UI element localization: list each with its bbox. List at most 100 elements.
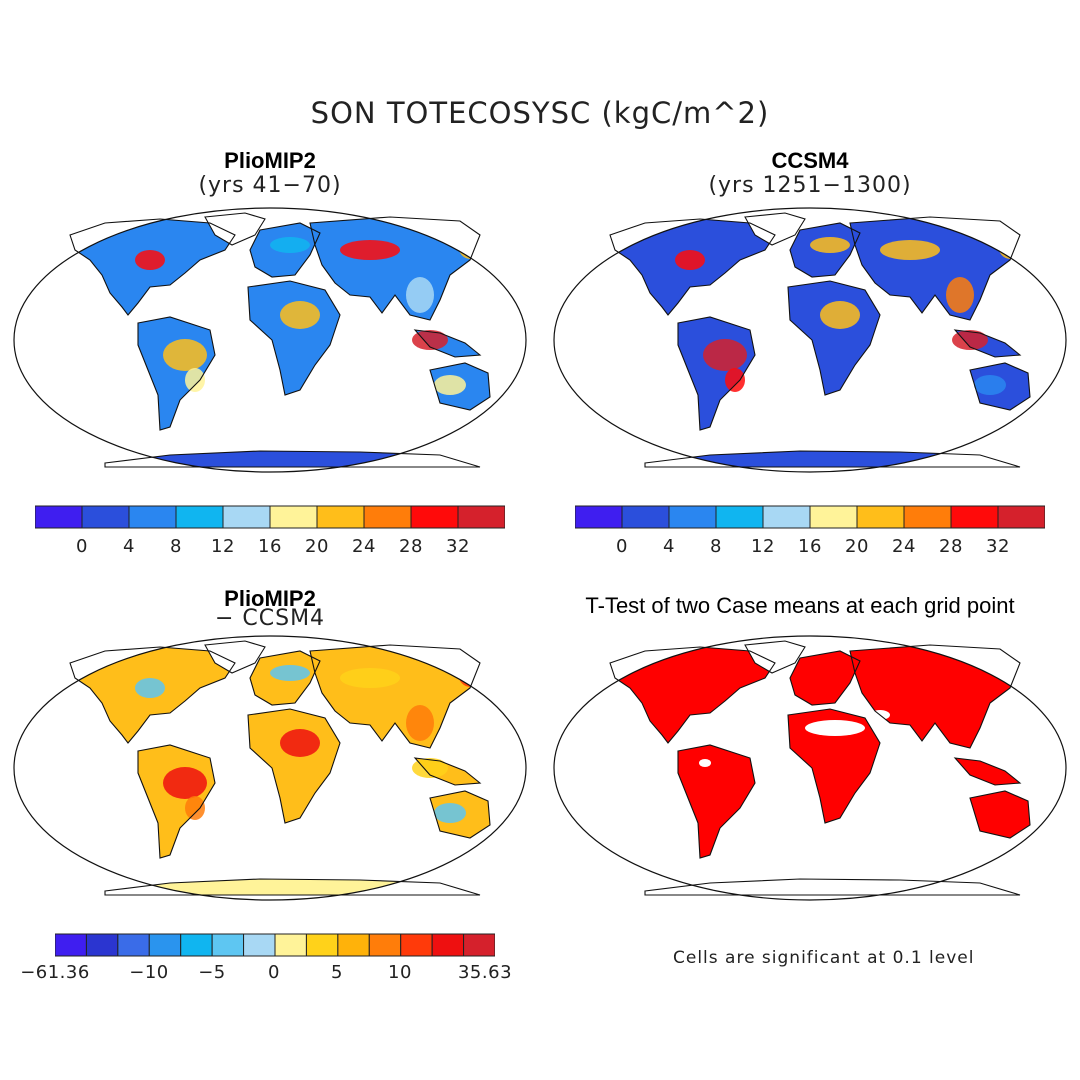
colorbar-swatch <box>81 505 130 529</box>
cbar2-tick-label: −61.36 <box>20 962 90 983</box>
cbar1-tick-label: 16 <box>798 536 822 557</box>
colorbar-swatch <box>305 933 339 957</box>
coastline-asia <box>309 644 481 749</box>
land-northAmerica <box>610 647 775 743</box>
cbar0-tick-label: 16 <box>258 536 282 557</box>
value-patch <box>998 231 1022 259</box>
colorbar-swatch <box>457 505 505 529</box>
coastline-europe <box>789 650 861 706</box>
cbar1-tick-label: 8 <box>710 536 722 557</box>
coastline-australia <box>429 790 491 839</box>
map-land <box>70 641 490 895</box>
colorbar-swatch <box>180 933 213 957</box>
colorbar-swatch <box>575 505 623 529</box>
panel-difference-subtitle: − CCSM4 <box>214 606 326 631</box>
cbar2-tick-label: 0 <box>268 962 280 983</box>
figure-title: SON TOTECOSYSC (kgC/m^2) <box>310 96 770 130</box>
cbar1-tick-label: 24 <box>892 536 916 557</box>
coastline-greenland <box>204 640 266 674</box>
value-patch <box>952 330 988 350</box>
coastline-australia <box>969 362 1031 411</box>
colorbar-swatch <box>269 505 318 529</box>
value-patch <box>675 250 705 270</box>
colorbar-swatch <box>715 505 764 529</box>
colorbar-swatch <box>368 933 402 957</box>
cbar1-tick-label: 20 <box>845 536 869 557</box>
cbar0-tick-label: 20 <box>305 536 329 557</box>
cbar2-tick-label: 5 <box>331 962 343 983</box>
colorbar-swatch <box>222 505 271 529</box>
land-asia <box>310 645 480 748</box>
colorbar-swatch <box>337 933 370 957</box>
coastline-southAmerica <box>677 744 756 859</box>
colorbar-swatch <box>903 505 952 529</box>
colorbar-swatch <box>621 505 670 529</box>
value-patch <box>810 237 850 253</box>
colorbar-swatch <box>128 505 177 529</box>
map-land <box>610 641 1030 895</box>
coastline-greenland <box>744 212 806 246</box>
value-patch <box>163 767 207 799</box>
cbar0-tick-label: 32 <box>446 536 470 557</box>
colorbar-swatch <box>950 505 999 529</box>
colorbar-swatch <box>668 505 717 529</box>
colorbar-swatch <box>997 505 1045 529</box>
cbar2-tick-label: −10 <box>129 962 169 983</box>
coastline-indonesia <box>953 329 1022 358</box>
panel-ccsm4-subtitle: (yrs 1251−1300) <box>708 173 912 198</box>
colorbar-swatch <box>762 505 811 529</box>
colorbar-swatch <box>211 933 245 957</box>
value-patch <box>135 250 165 270</box>
coastline-africa <box>247 280 341 396</box>
value-patch <box>185 796 205 820</box>
colorbar-swatch <box>35 505 83 529</box>
value-patch <box>820 301 860 329</box>
panel-ttest-title: T-Test of two Case means at each grid po… <box>585 593 1015 618</box>
coastline-northAmerica <box>609 218 776 316</box>
land-asia <box>310 217 480 320</box>
coastline-southAmerica <box>137 316 216 431</box>
colorbar-swatch <box>856 505 905 529</box>
land-africa <box>788 281 880 395</box>
value-patch <box>280 301 320 329</box>
cbar0-tick-label: 0 <box>76 536 88 557</box>
cbar0-tick-label: 28 <box>399 536 423 557</box>
colorbar-swatch <box>410 505 459 529</box>
colorbar-swatch <box>809 505 858 529</box>
colorbar-swatch <box>55 933 87 957</box>
coastline-australia <box>969 790 1031 839</box>
cbar2-tick-label: −5 <box>198 962 226 983</box>
land-africa <box>788 709 880 823</box>
value-patch <box>458 659 482 687</box>
land-asia <box>850 645 1020 748</box>
land-africa <box>248 281 340 395</box>
colorbar-swatch <box>85 933 119 957</box>
cbar0-tick-label: 24 <box>352 536 376 557</box>
map-frame <box>13 207 527 473</box>
cbar1-tick-label: 12 <box>751 536 775 557</box>
map-pliomip2 <box>13 207 527 473</box>
map-ccsm4 <box>553 207 1067 473</box>
value-patch <box>135 678 165 698</box>
coastline-greenland <box>744 640 806 674</box>
nonsignificant-patch <box>805 720 865 736</box>
coastline-europe <box>789 222 861 278</box>
coastline-northAmerica <box>69 646 236 744</box>
value-patch <box>270 665 310 681</box>
cbar1-tick-label: 0 <box>616 536 628 557</box>
map-frame <box>13 635 527 901</box>
coastline-indonesia <box>953 757 1022 786</box>
land-africa <box>248 709 340 823</box>
value-patch <box>406 277 434 313</box>
coastline-northAmerica <box>69 218 236 316</box>
coastline-asia <box>309 216 481 321</box>
colorbar-difference <box>55 933 495 957</box>
map-difference <box>13 635 527 901</box>
colorbar-swatch <box>463 933 495 957</box>
panel-pliomip2-subtitle: (yrs 41−70) <box>198 173 342 198</box>
colorbar-swatch <box>274 933 307 957</box>
colorbar-swatch <box>316 505 365 529</box>
cbar0-tick-label: 4 <box>123 536 135 557</box>
cbar2-tick-label: 10 <box>388 962 412 983</box>
